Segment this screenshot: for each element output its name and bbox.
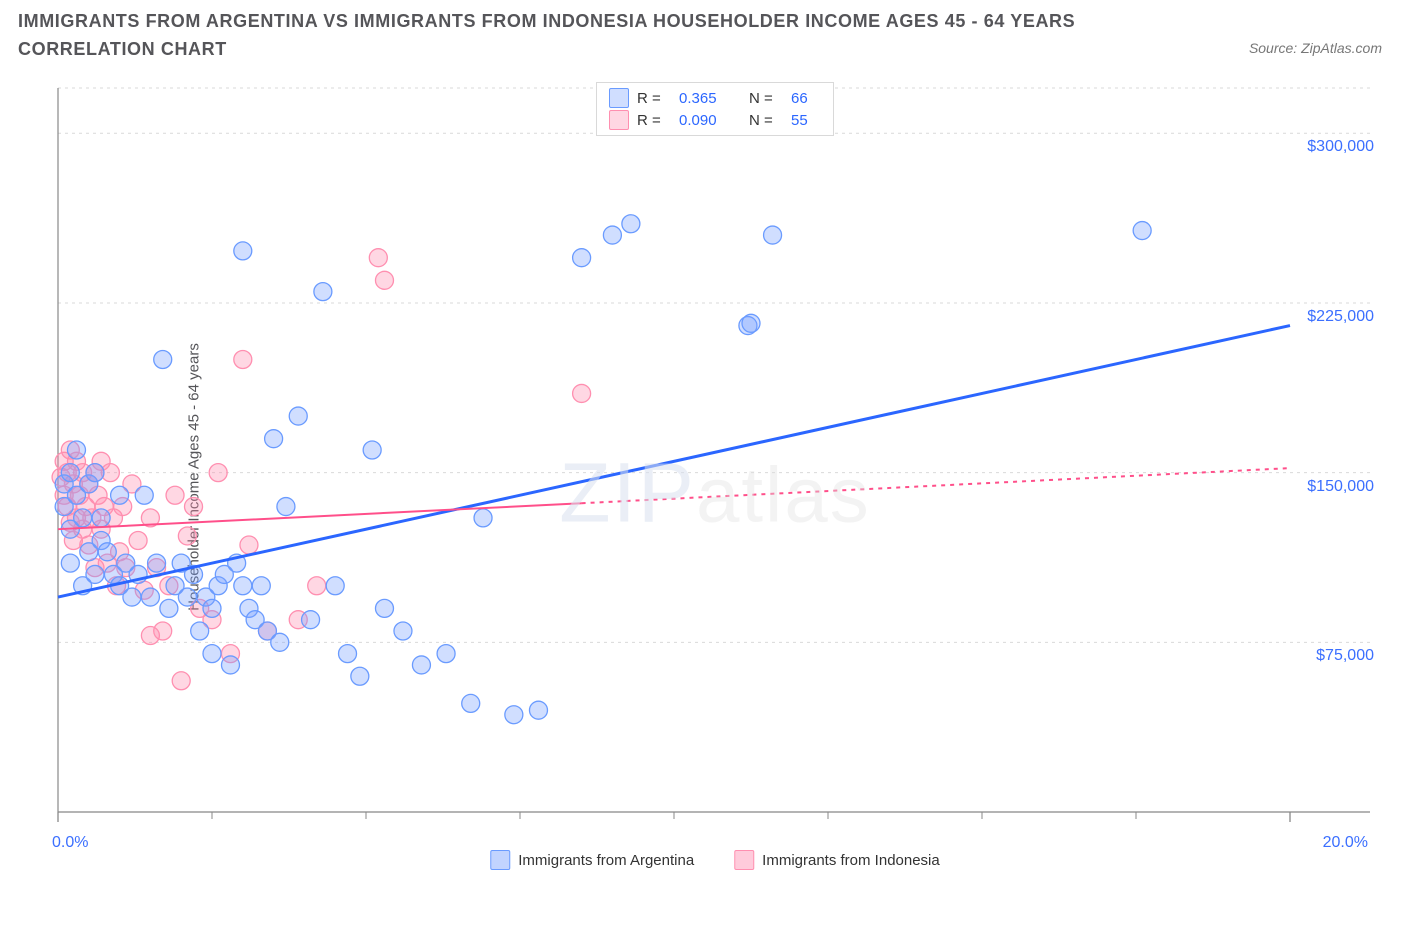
swatch-indonesia-icon [734,850,754,870]
legend-row-argentina: R = 0.365 N = 66 [609,87,821,109]
r-label: R = [637,90,671,107]
n-label: N = [749,112,783,129]
swatch-indonesia [609,110,629,130]
r-value-indonesia: 0.090 [679,112,741,129]
xtick-20: 20.0% [1323,834,1368,852]
legend-label-indonesia: Immigrants from Indonesia [762,852,940,869]
chart-svg [50,82,1380,872]
legend-item-indonesia: Immigrants from Indonesia [734,850,940,870]
r-label: R = [637,112,671,129]
ytick-300k: $300,000 [1307,138,1374,156]
swatch-argentina-icon [490,850,510,870]
legend-row-indonesia: R = 0.090 N = 55 [609,109,821,131]
legend-correlation: R = 0.365 N = 66 R = 0.090 N = 55 [596,82,834,136]
ytick-150k: $150,000 [1307,478,1374,496]
plot-area: Householder Income Ages 45 - 64 years ZI… [50,82,1380,872]
source-label: Source: ZipAtlas.com [1249,40,1382,56]
r-value-argentina: 0.365 [679,90,741,107]
chart-title: IMMIGRANTS FROM ARGENTINA VS IMMIGRANTS … [18,8,1168,64]
legend-item-argentina: Immigrants from Argentina [490,850,694,870]
chart-container: IMMIGRANTS FROM ARGENTINA VS IMMIGRANTS … [0,0,1406,930]
xtick-0: 0.0% [52,834,88,852]
legend-label-argentina: Immigrants from Argentina [518,852,694,869]
n-value-indonesia: 55 [791,112,821,129]
swatch-argentina [609,88,629,108]
ytick-225k: $225,000 [1307,308,1374,326]
n-value-argentina: 66 [791,90,821,107]
ytick-75k: $75,000 [1316,647,1374,665]
n-label: N = [749,90,783,107]
legend-series: Immigrants from Argentina Immigrants fro… [490,850,939,870]
